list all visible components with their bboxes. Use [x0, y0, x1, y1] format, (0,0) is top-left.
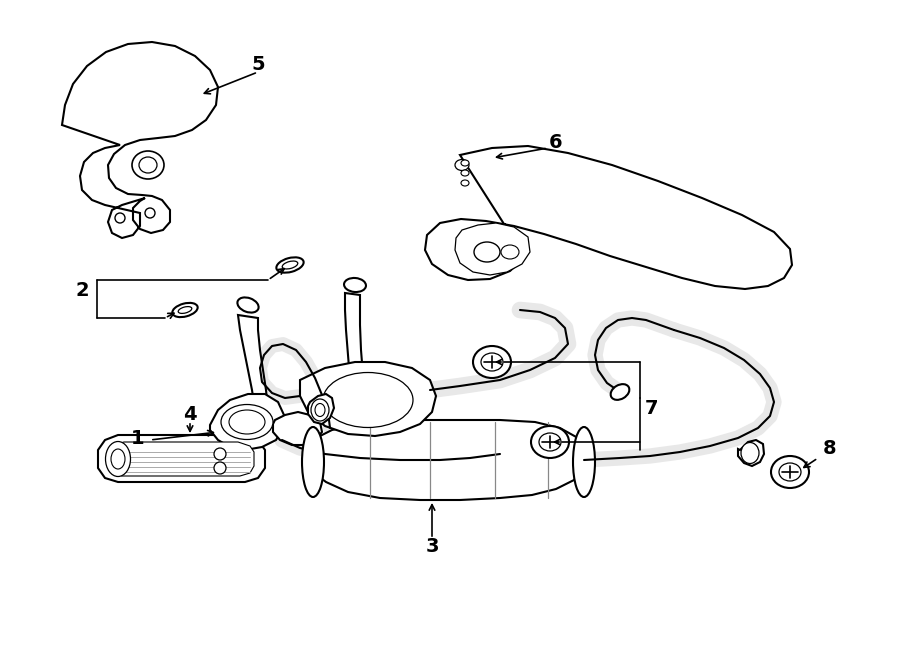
Ellipse shape — [311, 399, 329, 421]
Polygon shape — [308, 394, 334, 424]
Ellipse shape — [238, 297, 258, 313]
Polygon shape — [310, 420, 586, 500]
Ellipse shape — [539, 433, 561, 451]
Ellipse shape — [214, 462, 226, 474]
Ellipse shape — [315, 403, 325, 416]
Ellipse shape — [105, 442, 130, 477]
Ellipse shape — [276, 257, 303, 273]
Text: 2: 2 — [76, 280, 89, 299]
Polygon shape — [345, 293, 366, 425]
Polygon shape — [108, 442, 254, 476]
Polygon shape — [238, 315, 270, 430]
Ellipse shape — [481, 353, 503, 371]
Polygon shape — [98, 435, 265, 482]
Ellipse shape — [474, 242, 500, 262]
Ellipse shape — [115, 213, 125, 223]
Ellipse shape — [771, 456, 809, 488]
Ellipse shape — [214, 448, 226, 460]
Polygon shape — [455, 223, 530, 275]
Ellipse shape — [145, 208, 155, 218]
Ellipse shape — [611, 384, 629, 400]
Polygon shape — [62, 42, 218, 238]
Polygon shape — [210, 394, 284, 450]
Ellipse shape — [501, 245, 519, 259]
Ellipse shape — [302, 427, 324, 497]
Ellipse shape — [461, 170, 469, 176]
Text: 3: 3 — [425, 537, 439, 555]
Ellipse shape — [221, 405, 273, 440]
Text: 1: 1 — [131, 428, 145, 447]
Ellipse shape — [473, 346, 511, 378]
Polygon shape — [300, 362, 436, 436]
Polygon shape — [738, 440, 764, 466]
Ellipse shape — [139, 157, 157, 173]
Ellipse shape — [461, 160, 469, 166]
Text: 5: 5 — [251, 56, 265, 75]
Polygon shape — [425, 146, 792, 289]
Ellipse shape — [573, 427, 595, 497]
Ellipse shape — [283, 261, 298, 269]
Ellipse shape — [111, 449, 125, 469]
Polygon shape — [273, 412, 322, 445]
Ellipse shape — [132, 151, 164, 179]
Text: 6: 6 — [549, 132, 562, 151]
Ellipse shape — [229, 410, 265, 434]
Ellipse shape — [172, 303, 198, 317]
Text: 8: 8 — [824, 438, 837, 457]
Ellipse shape — [779, 463, 801, 481]
Ellipse shape — [178, 307, 192, 313]
Text: 4: 4 — [184, 405, 197, 424]
Ellipse shape — [461, 180, 469, 186]
Ellipse shape — [455, 159, 469, 171]
Ellipse shape — [741, 442, 759, 463]
Text: 7: 7 — [645, 399, 659, 418]
Ellipse shape — [531, 426, 569, 458]
Ellipse shape — [344, 278, 366, 292]
Ellipse shape — [323, 373, 413, 428]
